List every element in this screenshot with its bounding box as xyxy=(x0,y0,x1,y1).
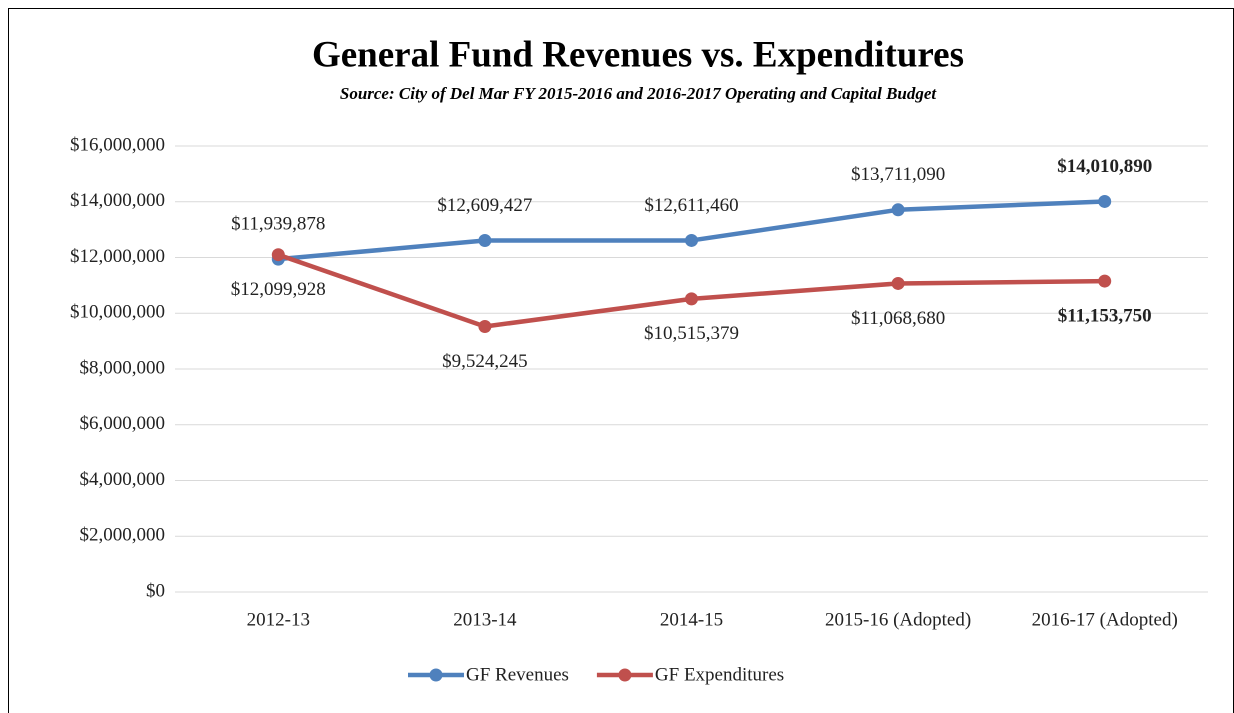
chart-title: General Fund Revenues vs. Expenditures xyxy=(312,34,964,75)
y-tick-label: $2,000,000 xyxy=(80,525,166,546)
point xyxy=(891,203,905,217)
x-tick-label: 2015-16 (Adopted) xyxy=(825,609,971,630)
legend-marker xyxy=(618,668,632,682)
x-tick-label: 2014-15 xyxy=(660,609,723,630)
point xyxy=(891,276,905,290)
legend-label: GF Revenues xyxy=(466,664,569,685)
chart-subtitle: Source: City of Del Mar FY 2015-2016 and… xyxy=(340,84,938,103)
point xyxy=(685,292,698,306)
series-line xyxy=(277,252,1105,329)
data-label: $13,711,090 xyxy=(851,164,945,185)
data-label: $9,524,245 xyxy=(442,351,528,372)
point xyxy=(1098,194,1112,208)
legend-marker xyxy=(429,668,443,682)
y-tick-label: $8,000,000 xyxy=(80,357,166,378)
x-tick-label: 2013-14 xyxy=(453,609,517,630)
y-tick-label: $4,000,000 xyxy=(80,469,166,490)
point xyxy=(271,248,285,262)
chart-border xyxy=(8,8,1234,713)
data-label: $11,153,750 xyxy=(1058,305,1152,326)
x-tick-label: 2012-13 xyxy=(247,609,310,630)
data-label: $12,609,427 xyxy=(437,195,532,216)
data-label: $14,010,890 xyxy=(1057,156,1152,177)
data-label: $11,068,680 xyxy=(851,308,945,329)
data-label: $11,939,878 xyxy=(231,214,325,235)
y-tick-label: $0 xyxy=(146,580,165,601)
x-tick-label: 2016-17 (Adopted) xyxy=(1032,609,1178,630)
data-label: $12,611,460 xyxy=(644,195,738,216)
y-tick-label: $6,000,000 xyxy=(80,413,166,434)
y-tick-label: $16,000,000 xyxy=(70,134,165,155)
point xyxy=(478,320,492,334)
data-label: $10,515,379 xyxy=(644,323,739,344)
y-tick-label: $10,000,000 xyxy=(70,302,165,323)
data-label: $12,099,928 xyxy=(231,279,326,300)
y-tick-label: $14,000,000 xyxy=(70,190,165,211)
legend-label: GF Expenditures xyxy=(655,664,784,685)
point xyxy=(685,233,698,247)
point xyxy=(1098,274,1112,288)
point xyxy=(478,234,492,248)
y-tick-label: $12,000,000 xyxy=(70,246,165,267)
